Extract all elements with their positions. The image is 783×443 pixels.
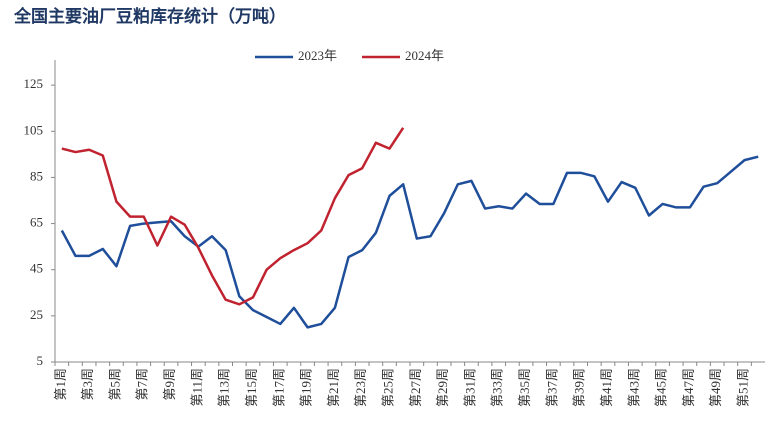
x-tick-label: 第3周 xyxy=(80,368,95,401)
x-tick-label: 第25周 xyxy=(381,368,396,407)
x-tick-label: 第45周 xyxy=(654,368,669,407)
x-tick-label: 第33周 xyxy=(490,368,505,407)
x-tick-label: 第21周 xyxy=(326,368,341,407)
x-tick-label: 第51周 xyxy=(736,368,751,407)
legend-label: 2024年 xyxy=(405,48,444,63)
x-tick-label: 第39周 xyxy=(572,368,587,407)
x-tick-label: 第27周 xyxy=(408,368,423,407)
x-tick-label: 第41周 xyxy=(599,368,614,407)
y-tick-label: 65 xyxy=(30,215,43,230)
x-tick-label: 第31周 xyxy=(462,368,477,407)
x-tick-label: 第15周 xyxy=(244,368,259,407)
x-tick-label: 第23周 xyxy=(353,368,368,407)
y-tick-label: 85 xyxy=(30,168,43,183)
x-tick-label: 第13周 xyxy=(217,368,232,407)
x-tick-label: 第1周 xyxy=(53,368,68,401)
x-tick-label: 第43周 xyxy=(626,368,641,407)
x-tick-label: 第35周 xyxy=(517,368,532,407)
x-tick-label: 第5周 xyxy=(107,368,122,401)
y-tick-label: 125 xyxy=(24,76,44,91)
y-tick-label: 5 xyxy=(37,353,44,368)
y-tick-label: 105 xyxy=(24,122,44,137)
x-tick-label: 第11周 xyxy=(189,368,204,407)
x-tick-label: 第17周 xyxy=(271,368,286,407)
x-tick-label: 第9周 xyxy=(162,368,177,401)
x-tick-label: 第7周 xyxy=(135,368,150,401)
series-line xyxy=(61,127,405,306)
y-tick-label: 45 xyxy=(30,261,43,276)
x-tick-label: 第19周 xyxy=(299,368,314,407)
x-tick-label: 第49周 xyxy=(708,368,723,407)
y-tick-label: 25 xyxy=(30,307,43,322)
x-tick-label: 第29周 xyxy=(435,368,450,407)
x-tick-label: 第47周 xyxy=(681,368,696,407)
chart-title: 全国主要油厂豆粕库存统计（万吨） xyxy=(13,6,286,26)
series-line xyxy=(60,155,759,329)
legend-label: 2023年 xyxy=(298,48,337,63)
x-tick-label: 第37周 xyxy=(544,368,559,407)
